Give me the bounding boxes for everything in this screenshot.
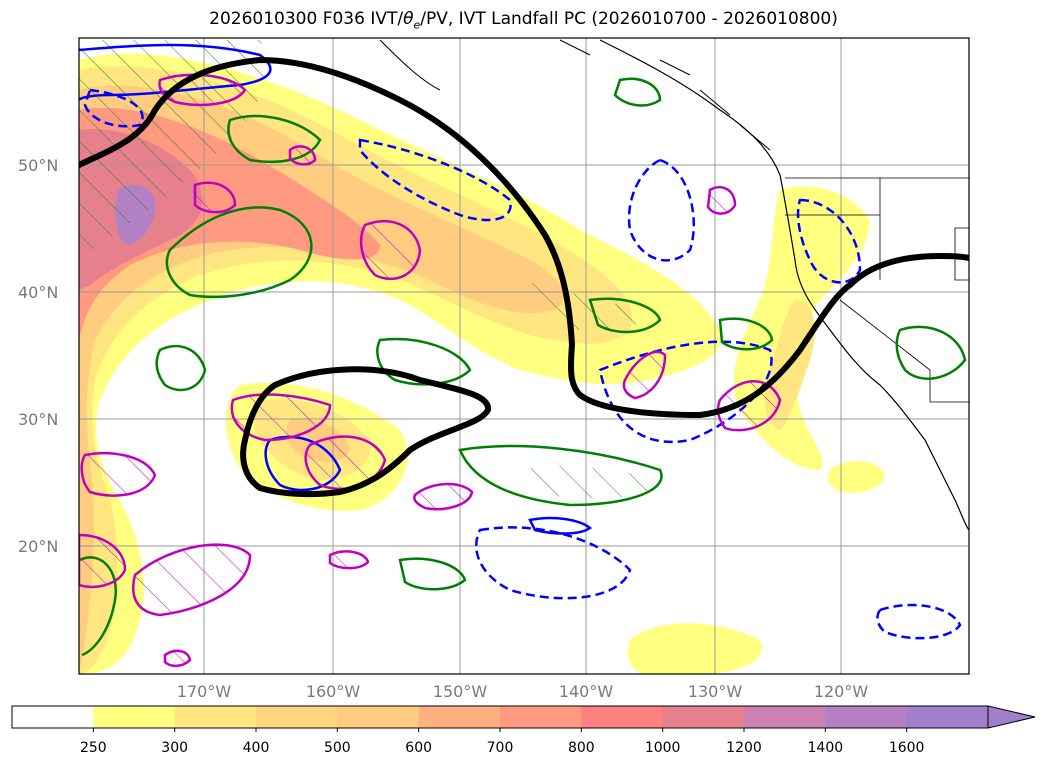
colorbar-segment	[418, 706, 501, 728]
colorbar-segment	[12, 706, 94, 728]
green-9	[398, 557, 467, 591]
mag-4	[80, 451, 157, 497]
colorbar-tick-label: 1000	[644, 740, 681, 756]
colorbar-tick-label: 400	[242, 740, 270, 756]
pv-pos-1	[79, 43, 272, 101]
ivt-south-patch	[627, 623, 762, 674]
state-borders	[785, 177, 969, 403]
lat-label-20: 20°N	[18, 537, 59, 556]
colorbar-segment	[825, 706, 908, 728]
coastline-islands	[379, 39, 771, 151]
mag-14	[163, 649, 192, 668]
magenta-contours	[79, 73, 782, 668]
mag-6	[79, 533, 127, 589]
colorbar-segment	[337, 706, 420, 728]
mag-9	[622, 350, 667, 400]
colorbar-segment	[744, 706, 826, 728]
colorbar	[11, 705, 1036, 732]
mag-8	[716, 380, 782, 432]
colorbar-tick-label: 1600	[888, 740, 925, 756]
colorbar-segment	[662, 706, 745, 728]
green-11	[588, 297, 662, 334]
green-8	[895, 325, 967, 380]
colorbar-tick-label: 500	[323, 740, 351, 756]
colorbar-tick-label: 1400	[807, 740, 844, 756]
ivt-landfall-pc	[79, 57, 969, 498]
mag-12	[193, 181, 237, 214]
graticule	[79, 38, 969, 674]
green-5	[458, 444, 663, 507]
pv-neg-5	[876, 603, 962, 640]
colorbar-segment	[500, 706, 582, 728]
lon-label-140: 140°W	[558, 682, 614, 701]
colorbar-segment	[256, 706, 338, 728]
pv-neg-4	[475, 526, 632, 600]
colorbar-segment	[174, 706, 257, 728]
colorbar-tick-label: 600	[405, 740, 433, 756]
colorbar-tick-label: 300	[161, 740, 189, 756]
pv-neg-7	[83, 88, 144, 128]
colorbar-segment	[906, 706, 989, 728]
mag-10	[413, 482, 474, 511]
pv-negative-contours	[83, 88, 962, 640]
map-title: 2026010300 F036 IVT/θe/PV, IVT Landfall …	[209, 9, 838, 32]
lon-label-120: 120°W	[813, 682, 869, 701]
colorbar-segment	[93, 706, 176, 728]
pv-neg-3	[598, 340, 773, 444]
pv-neg-1	[358, 138, 512, 222]
pc-north-arc	[79, 57, 969, 418]
mag-15	[288, 145, 317, 166]
lon-label-130: 130°W	[687, 682, 743, 701]
pv-pos-3	[528, 516, 593, 535]
lon-label-160: 160°W	[305, 682, 361, 701]
mag-7	[706, 186, 737, 215]
hatched-region-south	[520, 465, 661, 499]
lat-label-40: 40°N	[18, 283, 59, 302]
green-1	[165, 206, 313, 299]
lat-label-50: 50°N	[18, 156, 59, 175]
colorbar-tick-label: 1200	[726, 740, 762, 756]
green-4	[376, 337, 472, 386]
lon-label-150: 150°W	[432, 682, 488, 701]
plot-frame	[78, 37, 970, 675]
mag-5	[132, 543, 252, 617]
mag-11	[328, 550, 370, 570]
green-3	[155, 344, 207, 392]
mag-1	[359, 219, 422, 281]
colorbar-tick-label: 250	[79, 740, 107, 756]
colorbar-tick-label: 700	[486, 740, 514, 756]
green-10	[718, 317, 774, 351]
ivt-east-patch	[828, 460, 885, 493]
coastline-north-america	[599, 39, 969, 531]
colorbar-extend-arrow	[987, 705, 1036, 729]
hatched-region-ar	[520, 280, 642, 332]
colorbar-segment	[581, 706, 664, 728]
lat-label-30: 30°N	[18, 410, 59, 429]
pv-neg-2	[627, 158, 695, 262]
colorbar-tick-label: 800	[567, 740, 595, 756]
green-6	[613, 77, 662, 107]
pc-south-loop	[240, 366, 491, 498]
lon-label-170: 170°W	[176, 682, 232, 701]
